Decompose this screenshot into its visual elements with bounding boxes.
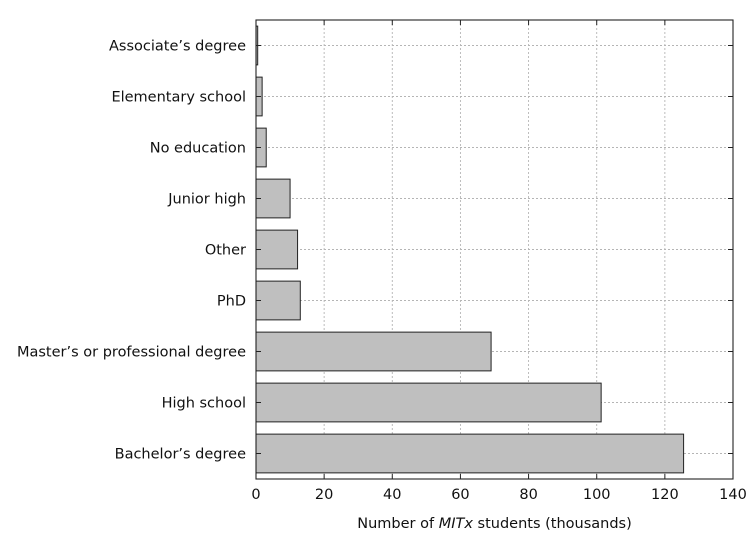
x-axis-title-suffix: students (thousands) [473, 516, 632, 532]
tick-label-0: 0 [251, 487, 260, 503]
category-label-4: Other [205, 243, 246, 259]
category-label-8: Bachelor’s degree [115, 447, 246, 463]
tick-label-140: 140 [719, 487, 746, 503]
tick-label-20: 20 [315, 487, 333, 503]
category-label-7: High school [162, 396, 246, 412]
bar-3 [255, 178, 291, 219]
tick-label-100: 100 [583, 487, 611, 503]
category-label-0: Associate’s degree [109, 39, 246, 55]
category-label-6: Master’s or professional degree [17, 345, 246, 361]
tick-label-120: 120 [651, 487, 679, 503]
x-axis-title-italic: MITx [439, 516, 474, 532]
grid-lines [256, 20, 733, 479]
bar-8 [255, 433, 685, 474]
x-axis-title-prefix: Number of [357, 516, 438, 532]
bar-5 [255, 280, 301, 321]
category-labels: Associate’s degree Elementary school No ed… [17, 39, 246, 463]
x-axis-title: Number of MITx students (thousands) [357, 516, 632, 532]
category-label-3: Junior high [167, 192, 246, 208]
x-axis-ticks: 0 20 40 60 80 100 120 140 [251, 20, 746, 503]
category-label-2: No education [150, 141, 246, 157]
bar-7 [255, 382, 602, 423]
tick-label-60: 60 [451, 487, 469, 503]
tick-label-80: 80 [519, 487, 537, 503]
tick-label-40: 40 [383, 487, 401, 503]
category-label-1: Elementary school [111, 90, 246, 106]
bars [255, 25, 685, 474]
bar-6 [255, 331, 492, 372]
category-label-5: PhD [217, 294, 246, 310]
bar-4 [255, 229, 299, 270]
